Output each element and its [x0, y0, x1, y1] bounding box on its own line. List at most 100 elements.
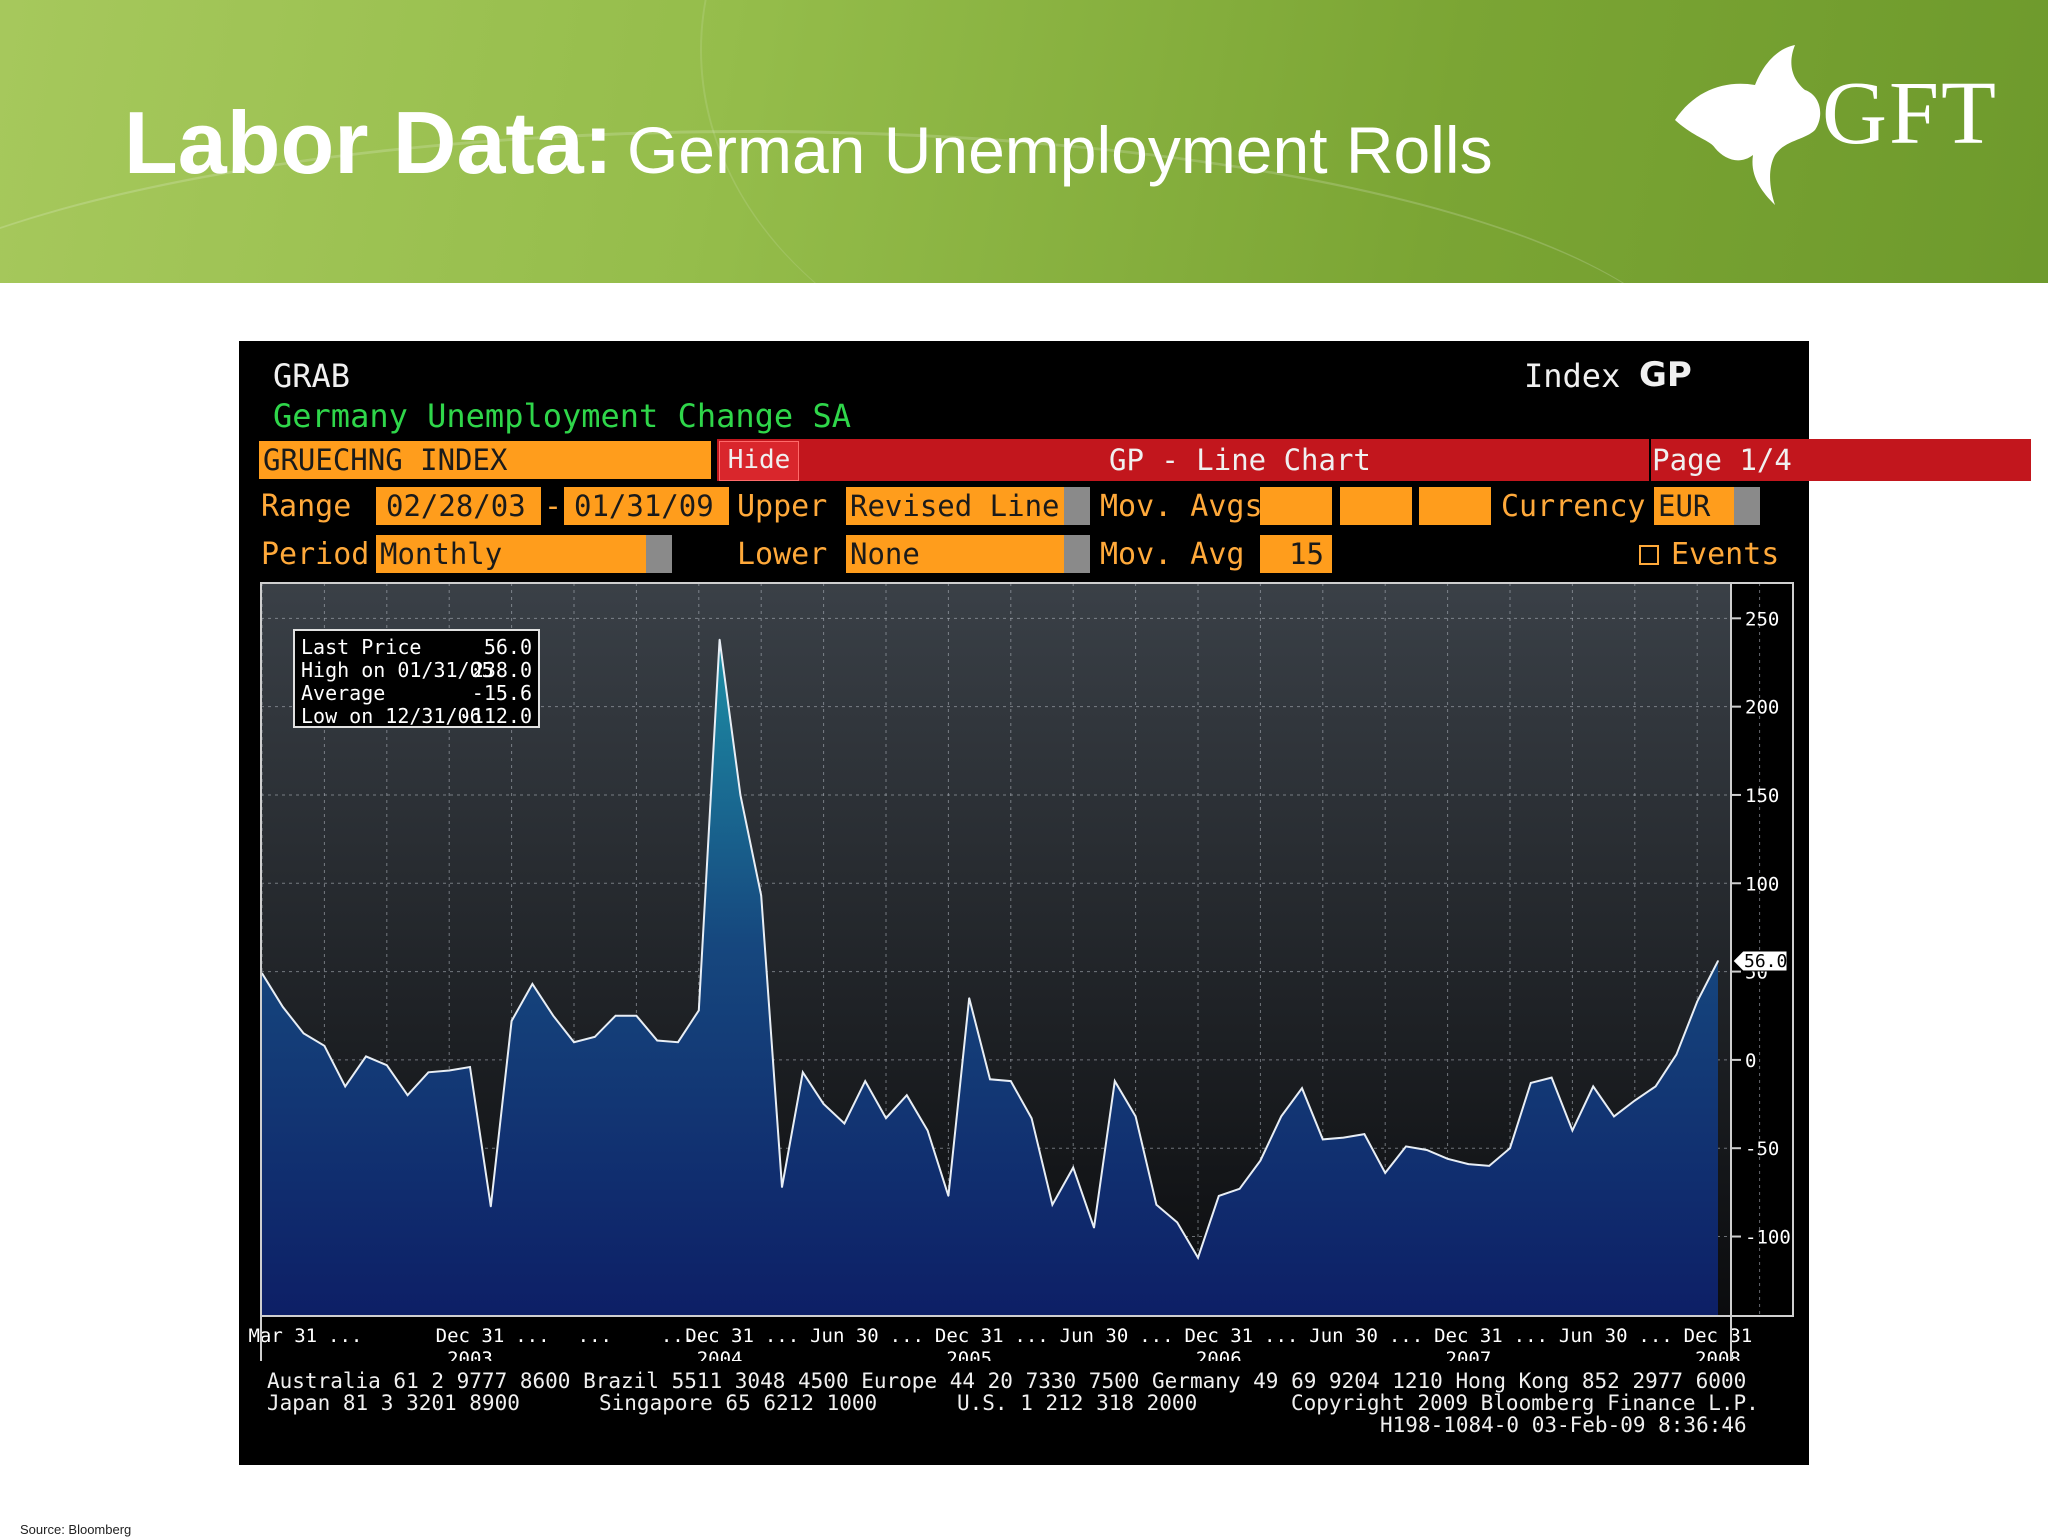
period-select[interactable]: Monthly	[376, 535, 646, 573]
data-point	[1072, 1166, 1074, 1169]
last-value-tag-text: 56.0	[1744, 951, 1787, 972]
data-point	[302, 1032, 305, 1035]
y-tick-label: 250	[1745, 608, 1779, 630]
slide-title-rest: German Unemployment Rolls	[626, 113, 1493, 187]
x-year-label: 2003	[447, 1348, 493, 1361]
x-tick-label: Dec 31	[1684, 1325, 1753, 1347]
data-point	[1093, 1226, 1095, 1229]
data-point	[968, 997, 970, 999]
data-point	[822, 1103, 825, 1105]
stat-low-value: -112.0	[460, 704, 532, 728]
data-point	[718, 638, 721, 641]
footer-phone-singapore: Singapore 65 6212 1000	[599, 1391, 878, 1415]
data-point	[656, 1039, 658, 1042]
x-tick-label: ...	[578, 1325, 612, 1347]
y-tick-label: 200	[1745, 697, 1779, 719]
hide-button[interactable]: Hide	[719, 441, 799, 481]
y-tick-label: 0	[1745, 1050, 1756, 1072]
data-point	[1446, 1158, 1449, 1160]
data-point	[1197, 1256, 1199, 1259]
lower-select[interactable]: None	[846, 535, 1064, 573]
x-tick-label: ...	[1014, 1325, 1048, 1347]
data-point	[490, 1205, 492, 1208]
mov-avg-field-2[interactable]	[1340, 487, 1412, 525]
currency-dropdown-arrow[interactable]	[1734, 487, 1760, 525]
chart-header-bar	[717, 439, 2031, 481]
footer-copyright: Copyright 2009 Bloomberg Finance L.P.	[1291, 1391, 1759, 1415]
mov-avg-label: Mov. Avg	[1100, 537, 1245, 572]
upper-select[interactable]: Revised Line	[846, 487, 1064, 525]
data-point	[1176, 1221, 1178, 1224]
stat-last-price-label: Last Price	[301, 635, 421, 659]
x-axis: Mar 31... Dec 31...... ...Dec 31... Jun 30.…	[248, 1325, 1752, 1361]
range-to-field[interactable]: 01/31/09	[564, 487, 729, 525]
mov-avg-field-3[interactable]	[1419, 487, 1491, 525]
mov-avg-field-1[interactable]	[1260, 487, 1332, 525]
bloomberg-terminal: GRAB Index GP Germany Unemployment Chang…	[239, 341, 2031, 1465]
data-point	[1155, 1203, 1158, 1206]
ticker-field[interactable]: GRUECHNG INDEX	[259, 441, 711, 479]
data-point	[1426, 1149, 1428, 1151]
x-tick-label: Dec 31	[685, 1325, 754, 1347]
data-point	[531, 983, 534, 985]
data-point	[1301, 1087, 1303, 1089]
index-label: Index	[1524, 357, 1621, 395]
data-point	[760, 894, 762, 897]
x-tick-label: Jun 30	[1559, 1325, 1628, 1347]
y-tick-label: -100	[1745, 1227, 1791, 1249]
data-point	[427, 1071, 430, 1074]
data-point	[1654, 1085, 1657, 1088]
events-checkbox[interactable]	[1639, 545, 1659, 565]
x-tick-label: ...	[1139, 1325, 1173, 1347]
currency-select[interactable]: EUR	[1654, 487, 1734, 525]
x-tick-label: Dec 31	[935, 1325, 1004, 1347]
events-label: Events	[1671, 537, 1780, 572]
x-tick-label: Jun 30	[1060, 1325, 1129, 1347]
data-point	[1342, 1136, 1345, 1139]
x-year-label: 2008	[1695, 1348, 1741, 1361]
lower-dropdown-arrow[interactable]	[1064, 535, 1090, 573]
x-year-label: 2005	[946, 1348, 992, 1361]
x-axis-panel	[260, 1315, 1732, 1361]
data-point	[1218, 1195, 1220, 1197]
y-axis-panel	[1730, 582, 1794, 1317]
period-dropdown-arrow[interactable]	[646, 535, 672, 573]
data-point	[1134, 1115, 1137, 1118]
range-from-field[interactable]: 02/28/03	[376, 487, 541, 525]
x-tick-label: ...	[661, 1325, 695, 1347]
lion-head-icon	[1675, 45, 1821, 205]
y-tick-label: -50	[1745, 1138, 1779, 1160]
x-tick-label: Dec 31	[436, 1325, 505, 1347]
gft-logo-text: GFT	[1822, 64, 1999, 163]
data-point	[1509, 1147, 1511, 1150]
data-point	[1384, 1172, 1386, 1174]
data-point	[1717, 960, 1719, 962]
upper-dropdown-arrow[interactable]	[1064, 487, 1090, 525]
data-point	[906, 1094, 908, 1097]
data-point	[1592, 1085, 1594, 1088]
data-point	[1634, 1099, 1636, 1102]
data-point	[386, 1064, 388, 1066]
page-indicator[interactable]: Page 1/4	[1649, 439, 1793, 481]
data-point	[365, 1055, 367, 1058]
security-name: Germany Unemployment Change SA	[273, 397, 851, 435]
data-point	[573, 1041, 575, 1044]
last-value-tag: 56.0	[1732, 950, 1788, 972]
upper-label: Upper	[737, 489, 828, 524]
stats-box: Last Price 56.0 High on 01/31/05 238.0 A…	[293, 629, 540, 728]
x-tick-label: Jun 30	[810, 1325, 879, 1347]
mov-avg-value-field[interactable]: 15	[1260, 535, 1332, 573]
data-point	[739, 794, 742, 796]
data-point	[1238, 1188, 1241, 1190]
x-tick-label: Jun 30	[1309, 1325, 1378, 1347]
grab-label: GRAB	[273, 357, 351, 395]
x-tick-label: ...	[765, 1325, 799, 1347]
data-point	[1259, 1159, 1262, 1162]
data-point	[1030, 1117, 1033, 1119]
x-year-label: 2004	[697, 1348, 743, 1361]
data-point	[1051, 1203, 1054, 1206]
footer-phone-us: U.S. 1 212 318 2000	[957, 1391, 1198, 1415]
chart-type-title: GP - Line Chart	[1109, 443, 1371, 477]
data-point	[594, 1036, 596, 1038]
data-point	[406, 1094, 409, 1097]
